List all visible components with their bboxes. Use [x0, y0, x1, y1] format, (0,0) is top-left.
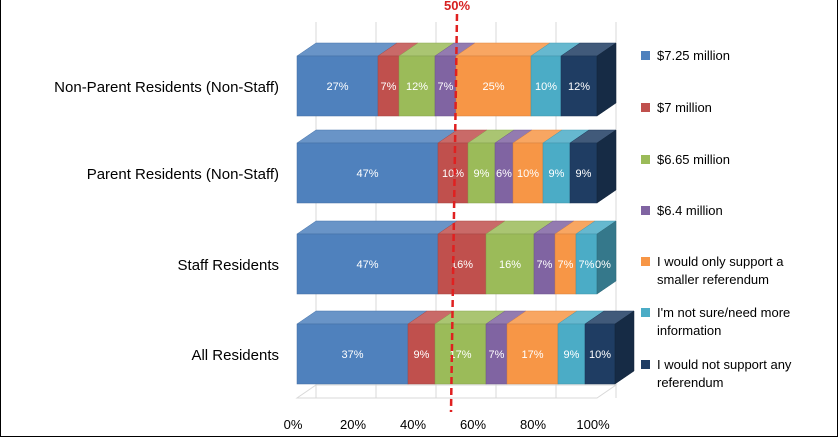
legend-swatch [641, 257, 650, 266]
legend-label: smaller referendum [657, 272, 769, 287]
category-label: Parent Residents (Non-Staff) [87, 166, 279, 183]
data-label: 0% [595, 259, 611, 271]
x-axis-tick-labels: 0% 20% 40% 60% 80% 100% [284, 417, 610, 432]
data-label: 17% [521, 349, 543, 361]
legend-label: referendum [657, 375, 723, 390]
data-label: 6% [496, 168, 512, 180]
data-label: 9% [414, 349, 430, 361]
bar-segment-top [296, 129, 458, 144]
data-label: 9% [549, 168, 565, 180]
legend-label: I would only support a [657, 254, 784, 269]
legend: $7.25 million $7 million $6.65 million $6.4… [641, 48, 792, 390]
data-label: 7% [438, 81, 454, 93]
x-tick-label: 80% [520, 417, 546, 432]
legend-swatch [641, 360, 650, 369]
bar-segment [560, 55, 598, 117]
data-label: 37% [341, 349, 363, 361]
bar-segment [542, 142, 571, 204]
data-label: 17% [449, 349, 471, 361]
data-label: 7% [579, 259, 595, 271]
bar-segment [584, 323, 616, 385]
legend-swatch [641, 206, 650, 215]
category-label: Staff Residents [178, 257, 279, 274]
data-label: 7% [558, 259, 574, 271]
bar-segment [437, 142, 469, 204]
data-label: 10% [442, 168, 464, 180]
bar-segment [296, 233, 439, 295]
bar-end-face [596, 220, 617, 295]
x-tick-label: 60% [460, 417, 486, 432]
data-label: 7% [381, 81, 397, 93]
bar-segment [467, 142, 496, 204]
reference-line-group: 50% [444, 0, 470, 413]
data-label: 12% [568, 81, 590, 93]
bar-segment [296, 323, 409, 385]
data-label: 10% [589, 349, 611, 361]
bar-segment [437, 233, 487, 295]
legend-swatch [641, 51, 650, 60]
reference-line-50 [449, 13, 459, 413]
bar-end-face [596, 129, 617, 204]
x-tick-label: 0% [284, 417, 303, 432]
data-label: 9% [576, 168, 592, 180]
reference-line-label: 50% [444, 0, 470, 13]
legend-label: I would not support any [657, 357, 792, 372]
legend-label: information [657, 323, 721, 338]
data-label: 7% [537, 259, 553, 271]
data-label: 47% [356, 168, 378, 180]
data-label: 16% [499, 259, 521, 271]
legend-label: $7 million [657, 100, 712, 115]
bar-segment [296, 55, 379, 117]
bar-segment [485, 233, 535, 295]
legend-label: $6.65 million [657, 152, 730, 167]
bar-segment [296, 142, 439, 204]
data-label: 47% [356, 259, 378, 271]
category-label: All Residents [191, 347, 279, 364]
legend-swatch [641, 103, 650, 112]
bar-segment [569, 142, 598, 204]
bar-segment [407, 323, 436, 385]
floor-outline [295, 384, 618, 399]
legend-label: I'm not sure/need more [657, 305, 790, 320]
bar-segment [455, 55, 532, 117]
data-label: 9% [564, 349, 580, 361]
category-label: Non-Parent Residents (Non-Staff) [54, 79, 279, 96]
data-label: 10% [535, 81, 557, 93]
bar-segment [506, 323, 559, 385]
bar-segment [557, 323, 586, 385]
bar-end-face [596, 42, 617, 117]
data-label: 9% [474, 168, 490, 180]
data-label: 27% [326, 81, 348, 93]
legend-label: $6.4 million [657, 203, 723, 218]
legend-swatch [641, 155, 650, 164]
legend-swatch [641, 308, 650, 317]
data-label: 12% [406, 81, 428, 93]
bar-segment [512, 142, 544, 204]
legend-label: $7.25 million [657, 48, 730, 63]
category-labels: Non-Parent Residents (Non-Staff) Parent R… [54, 79, 279, 364]
x-tick-label: 20% [340, 417, 366, 432]
x-tick-label: 100% [576, 417, 610, 432]
bar-segment-top [296, 220, 458, 235]
bar-segment [398, 55, 436, 117]
data-label: 16% [451, 259, 473, 271]
bar-segment [434, 323, 487, 385]
bar-segment-top [296, 310, 428, 325]
data-label: 7% [489, 349, 505, 361]
bar-end-face [614, 310, 635, 385]
data-label: 25% [482, 81, 504, 93]
bars-layer: 27% 7% 12% 7% 25% 10% 12% 47% 10% 9% 6% 10% 9% 9% 47% 1… [296, 42, 635, 385]
data-label: 10% [517, 168, 539, 180]
x-tick-label: 40% [400, 417, 426, 432]
